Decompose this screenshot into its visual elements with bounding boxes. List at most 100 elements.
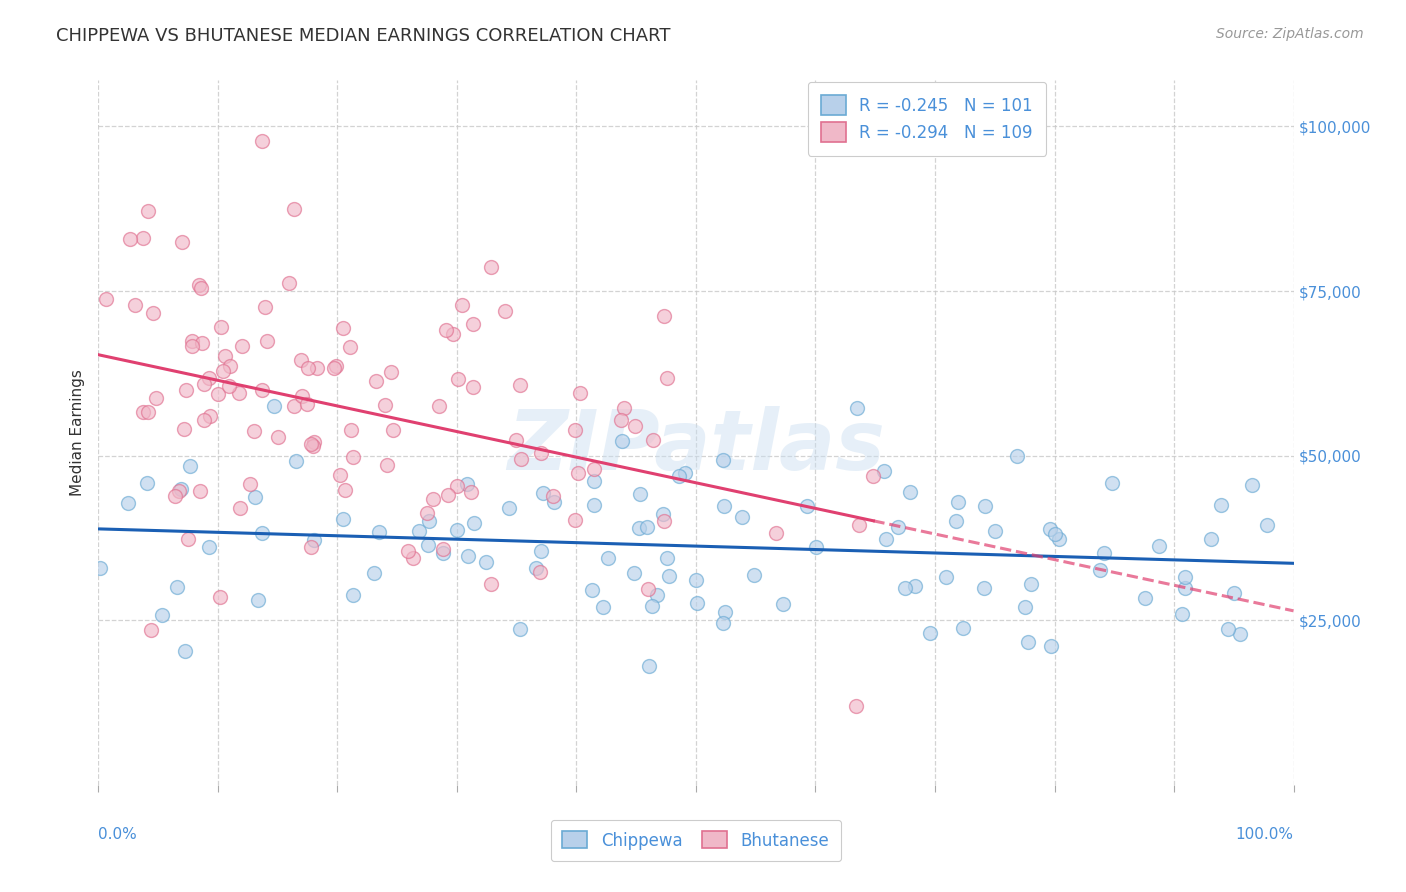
Point: [1209, 498, 1232, 512]
Point: [1256, 517, 1278, 532]
Point: [475, 555, 498, 569]
Point: [582, 462, 605, 476]
Point: [340, 423, 363, 437]
Point: [190, 281, 212, 295]
Point: [132, 405, 155, 419]
Point: [530, 544, 553, 558]
Point: [636, 520, 658, 534]
Point: [302, 434, 325, 449]
Point: [498, 500, 520, 515]
Point: [1216, 622, 1239, 636]
Point: [193, 413, 215, 427]
Point: [1039, 522, 1062, 536]
Point: [446, 479, 468, 493]
Point: [198, 409, 221, 423]
Point: [647, 588, 669, 602]
Point: [375, 458, 398, 472]
Point: [509, 378, 531, 392]
Point: [564, 513, 586, 527]
Point: [209, 320, 232, 334]
Point: [1043, 527, 1066, 541]
Point: [533, 486, 555, 500]
Point: [432, 546, 454, 560]
Point: [583, 474, 606, 488]
Point: [505, 433, 527, 447]
Point: [541, 489, 564, 503]
Point: [396, 544, 419, 558]
Point: [567, 467, 589, 481]
Point: [177, 533, 200, 547]
Point: [325, 359, 347, 373]
Point: [641, 599, 664, 614]
Point: [441, 326, 464, 341]
Point: [668, 469, 690, 483]
Point: [446, 523, 468, 537]
Point: [524, 561, 547, 575]
Point: [652, 515, 675, 529]
Point: [479, 260, 502, 274]
Point: [845, 401, 868, 415]
Point: [380, 366, 402, 380]
Point: [742, 567, 765, 582]
Text: CHIPPEWA VS BHUTANESE MEDIAN EARNINGS CORRELATION CHART: CHIPPEWA VS BHUTANESE MEDIAN EARNINGS CO…: [56, 27, 671, 45]
Point: [592, 600, 614, 615]
Point: [457, 549, 479, 563]
Point: [596, 551, 619, 566]
Point: [136, 204, 159, 219]
Point: [509, 622, 531, 636]
Point: [1174, 570, 1197, 584]
Point: [568, 386, 591, 401]
Point: [447, 372, 470, 386]
Point: [169, 483, 191, 498]
Point: [974, 499, 997, 513]
Point: [218, 378, 240, 392]
Point: [1092, 546, 1115, 560]
Point: [935, 570, 957, 584]
Point: [887, 519, 910, 533]
Point: [624, 418, 647, 433]
Point: [686, 596, 709, 610]
Point: [139, 624, 162, 638]
Point: [432, 541, 454, 556]
Text: 0.0%: 0.0%: [98, 827, 138, 842]
Point: [332, 321, 354, 335]
Point: [187, 277, 209, 292]
Point: [1039, 639, 1062, 653]
Point: [772, 597, 794, 611]
Point: [239, 476, 262, 491]
Point: [218, 359, 240, 373]
Point: [212, 363, 235, 377]
Point: [427, 400, 450, 414]
Point: [193, 376, 215, 391]
Point: [302, 439, 325, 453]
Point: [170, 482, 193, 496]
Point: [214, 350, 236, 364]
Point: [862, 469, 884, 483]
Point: [530, 446, 553, 460]
Point: [418, 538, 440, 552]
Point: [117, 495, 139, 509]
Point: [145, 391, 167, 405]
Point: [302, 533, 325, 548]
Point: [711, 615, 734, 630]
Point: [163, 489, 186, 503]
Point: [290, 353, 312, 368]
Point: [1019, 577, 1042, 591]
Point: [120, 232, 142, 246]
Point: [180, 338, 202, 352]
Point: [543, 495, 565, 509]
Point: [254, 301, 277, 315]
Point: [197, 540, 219, 554]
Point: [305, 360, 328, 375]
Point: [283, 399, 305, 413]
Point: [150, 607, 173, 622]
Point: [250, 525, 273, 540]
Point: [731, 509, 754, 524]
Point: [136, 476, 159, 491]
Point: [1223, 585, 1246, 599]
Point: [848, 517, 870, 532]
Point: [124, 298, 146, 312]
Point: [461, 380, 484, 394]
Point: [1201, 532, 1223, 546]
Point: [291, 389, 314, 403]
